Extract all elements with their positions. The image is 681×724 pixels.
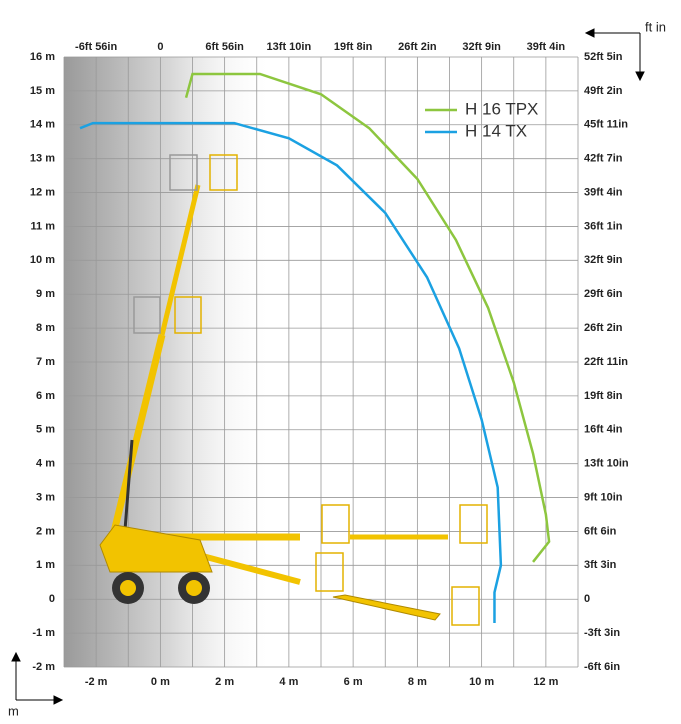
y2-tick-label: 45ft 11in (584, 119, 628, 131)
lines (79, 72, 551, 623)
x-tick-label: 12 m (533, 676, 558, 688)
y-tick-label: 2 m (36, 525, 55, 537)
y-tick-label: -2 m (32, 661, 55, 673)
y-tick-label: -1 m (32, 627, 55, 639)
y2-tick-label: 0 (584, 593, 590, 605)
wheel (120, 580, 136, 596)
boom (332, 594, 441, 621)
y-tick-label: 5 m (36, 424, 55, 436)
y2-tick-label: 42ft 7in (584, 153, 623, 165)
machine-drawing (99, 154, 488, 626)
y2-tick-label: 29ft 6in (584, 288, 623, 300)
y2-tick-label: 36ft 1in (584, 220, 623, 232)
wheel (186, 580, 202, 596)
x2-tick-label: 26ft 2in (398, 41, 437, 53)
boom (159, 184, 201, 336)
x-tick-label: 6 m (344, 676, 363, 688)
chassis (99, 524, 213, 573)
x-tick-label: 4 m (279, 676, 298, 688)
y-tick-label: 14 m (30, 119, 55, 131)
y-tick-label: 13 m (30, 153, 55, 165)
x-tick-label: 2 m (215, 676, 234, 688)
y-tick-label: 6 m (36, 390, 55, 402)
y-tick-label: 16 m (30, 51, 55, 63)
y2-tick-label: 39ft 4in (584, 186, 623, 198)
y2-tick-label: 22ft 11in (584, 356, 628, 368)
grid (63, 56, 579, 668)
y2-tick-label: 6ft 6in (584, 525, 617, 537)
x-tick-label: 0 m (151, 676, 170, 688)
y-tick-label: 4 m (36, 458, 55, 470)
legend-label: H 16 TPX (465, 99, 538, 118)
x2-tick-label: 32ft 9in (462, 41, 501, 53)
unit-arrows (11, 28, 645, 705)
x2-tick-label: 39ft 4in (527, 41, 566, 53)
cylinder (123, 439, 134, 531)
baskets (133, 154, 488, 626)
y-tick-label: 8 m (36, 322, 55, 334)
y-tick-label: 11 m (31, 220, 56, 232)
y2-tick-label: 9ft 10in (584, 491, 623, 503)
x-tick-label: -2 m (85, 676, 108, 688)
x2-tick-label: 13ft 10in (267, 41, 312, 53)
y2-tick-label: 16ft 4in (584, 424, 623, 436)
legend-label: H 14 TX (465, 121, 527, 140)
x2-tick-label: 6ft 56in (205, 41, 244, 53)
x2-tick-label: -6ft 56in (75, 41, 117, 53)
series-line (79, 121, 503, 623)
y2-tick-label: 19ft 8in (584, 390, 623, 402)
x2-tick-label: 0 (157, 41, 163, 53)
y2-tick-label: 26ft 2in (584, 322, 623, 334)
boom (108, 334, 166, 541)
y-tick-label: 12 m (30, 186, 55, 198)
y-tick-label: 1 m (36, 559, 55, 571)
y-tick-label: 3 m (36, 491, 55, 503)
x-tick-label: 8 m (408, 676, 427, 688)
legend: H 16 TPX H 14 TX (425, 99, 538, 140)
y-tick-label: 10 m (30, 254, 55, 266)
unit-label: ft in (645, 19, 666, 34)
y2-tick-label: 52ft 5in (584, 51, 623, 63)
y-tick-label: 7 m (36, 356, 55, 368)
y2-tick-label: -3ft 3in (584, 627, 620, 639)
y-tick-label: 9 m (36, 288, 55, 300)
y2-tick-label: 13ft 10in (584, 458, 629, 470)
y-tick-label: 15 m (30, 85, 55, 97)
x2-tick-label: 19ft 8in (334, 41, 373, 53)
series-line (184, 72, 551, 563)
y2-tick-label: 32ft 9in (584, 254, 623, 266)
unit-label: m (8, 703, 19, 718)
x-tick-label: 10 m (469, 676, 494, 688)
y2-tick-label: -6ft 6in (584, 661, 620, 673)
y-tick-label: 0 (49, 593, 55, 605)
y2-tick-label: 49ft 2in (584, 85, 623, 97)
y2-tick-label: 3ft 3in (584, 559, 617, 571)
